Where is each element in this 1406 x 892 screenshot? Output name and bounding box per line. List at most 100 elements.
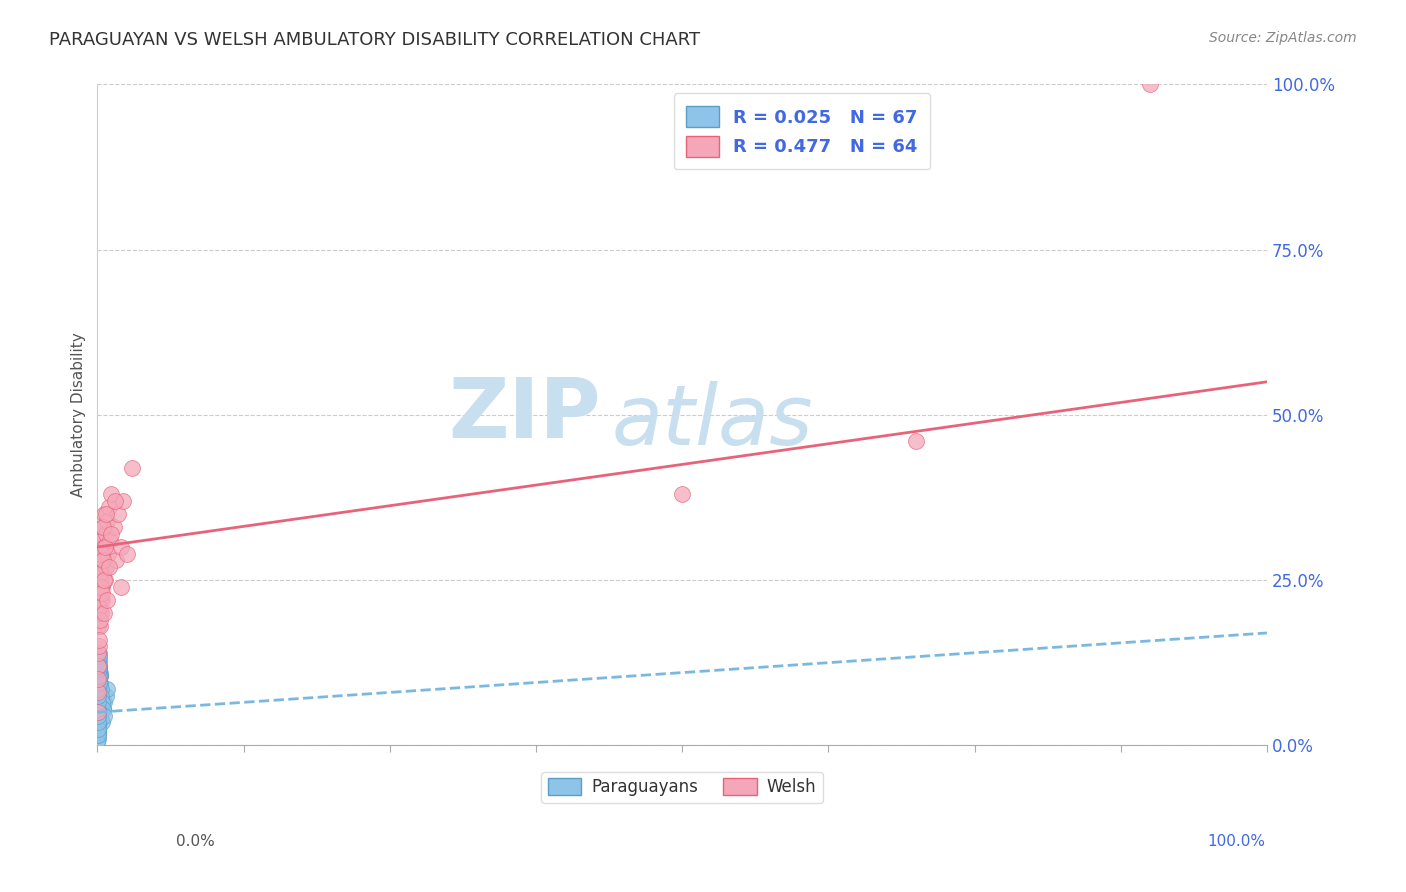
Point xyxy=(87,685,110,699)
Point xyxy=(89,672,111,686)
Point xyxy=(93,540,115,554)
Point xyxy=(87,698,110,713)
Point xyxy=(87,606,110,620)
Point xyxy=(89,593,111,607)
Point xyxy=(91,553,114,567)
Point xyxy=(115,547,138,561)
Point xyxy=(87,685,110,699)
Point xyxy=(90,547,112,561)
Point xyxy=(87,702,110,716)
Point xyxy=(90,559,112,574)
Point xyxy=(89,649,111,664)
Point xyxy=(87,652,110,666)
Point xyxy=(89,662,111,676)
Point xyxy=(87,669,110,683)
Point xyxy=(87,718,110,732)
Point xyxy=(87,698,110,713)
Point xyxy=(86,705,108,719)
Point xyxy=(90,573,112,587)
Point xyxy=(86,715,108,730)
Point xyxy=(86,725,108,739)
Point xyxy=(89,679,111,693)
Point xyxy=(89,540,111,554)
Point xyxy=(87,632,110,647)
Point xyxy=(94,507,117,521)
Point xyxy=(87,646,110,660)
Point xyxy=(89,566,111,581)
Point xyxy=(905,434,928,449)
Point xyxy=(89,682,111,697)
Point xyxy=(89,619,111,633)
Point xyxy=(91,566,114,581)
Point xyxy=(87,672,110,686)
Point xyxy=(87,682,110,697)
Point xyxy=(87,599,110,614)
Legend: Paraguayans, Welsh: Paraguayans, Welsh xyxy=(541,772,823,803)
Point xyxy=(89,685,111,699)
Point xyxy=(87,708,110,723)
Point xyxy=(94,559,117,574)
Point xyxy=(87,692,110,706)
Point xyxy=(86,728,108,742)
Point xyxy=(90,526,112,541)
Point xyxy=(98,559,121,574)
Point xyxy=(89,669,111,683)
Point xyxy=(87,712,110,726)
Point xyxy=(98,500,121,515)
Point xyxy=(90,705,112,719)
Point xyxy=(97,547,120,561)
Text: 100.0%: 100.0% xyxy=(1208,834,1265,849)
Point xyxy=(87,679,110,693)
Point xyxy=(89,553,111,567)
Point xyxy=(121,460,143,475)
Point xyxy=(87,728,110,742)
Point xyxy=(89,659,111,673)
Point xyxy=(86,722,108,736)
Point xyxy=(86,731,108,746)
Y-axis label: Ambulatory Disability: Ambulatory Disability xyxy=(72,333,86,497)
Point xyxy=(91,580,114,594)
Point xyxy=(89,692,111,706)
Text: ZIP: ZIP xyxy=(447,375,600,455)
Point xyxy=(103,520,125,534)
Point xyxy=(87,718,110,732)
Point xyxy=(98,533,121,548)
Point xyxy=(87,580,110,594)
Point xyxy=(87,675,110,690)
Point xyxy=(91,695,114,709)
Point xyxy=(87,715,110,730)
Point xyxy=(94,526,117,541)
Point xyxy=(91,553,114,567)
Point xyxy=(89,659,111,673)
Point xyxy=(96,593,118,607)
Point xyxy=(87,656,110,670)
Point xyxy=(87,705,110,719)
Text: PARAGUAYAN VS WELSH AMBULATORY DISABILITY CORRELATION CHART: PARAGUAYAN VS WELSH AMBULATORY DISABILIT… xyxy=(49,31,700,49)
Point xyxy=(87,705,110,719)
Point xyxy=(91,520,114,534)
Point xyxy=(105,553,128,567)
Point xyxy=(90,606,112,620)
Point xyxy=(96,682,118,697)
Point xyxy=(91,702,114,716)
Point xyxy=(87,722,110,736)
Point xyxy=(87,659,110,673)
Point xyxy=(90,682,112,697)
Point xyxy=(87,619,110,633)
Point xyxy=(94,689,117,703)
Point xyxy=(86,725,108,739)
Point xyxy=(1139,78,1161,92)
Point xyxy=(89,669,111,683)
Point xyxy=(96,514,118,528)
Point xyxy=(91,533,114,548)
Point xyxy=(87,698,110,713)
Point xyxy=(87,593,110,607)
Point xyxy=(93,573,115,587)
Point xyxy=(93,606,115,620)
Point xyxy=(107,507,129,521)
Point xyxy=(93,507,115,521)
Point xyxy=(112,493,135,508)
Point xyxy=(87,695,110,709)
Point xyxy=(110,580,132,594)
Point xyxy=(91,520,114,534)
